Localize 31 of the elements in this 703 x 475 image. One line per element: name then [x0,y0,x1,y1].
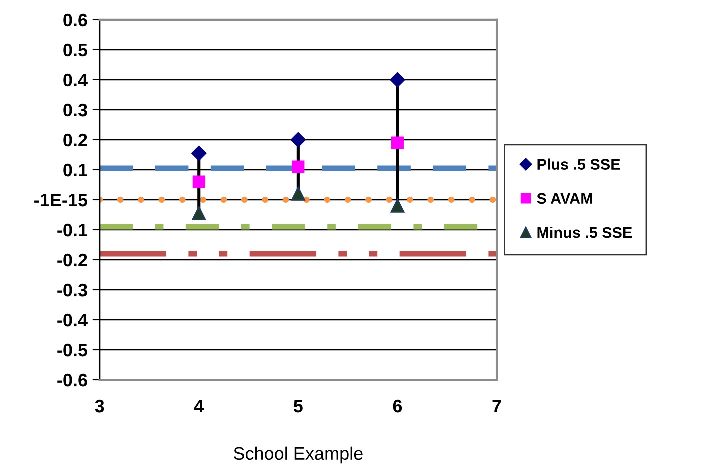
y-tick-label: 0.5 [64,44,88,57]
y-tick-label: -0.5 [58,344,88,357]
x-tick-label: 3 [95,400,104,413]
x-tick-label: 4 [194,400,204,413]
y-tick-label: -0.1 [58,224,88,237]
x-tick-label: 7 [492,400,502,413]
point [391,136,404,150]
point [192,206,206,220]
y-tick-label: -0.3 [58,284,88,297]
x-tick-label: 6 [393,400,402,413]
y-tick-label: 0.3 [64,104,88,117]
x-axis-title: School Example [234,446,363,464]
y-tick-label: 0.6 [64,14,88,27]
point [292,160,305,174]
y-tick-label: -1E-15 [34,194,88,207]
y-tick-label: -0.6 [58,374,88,387]
x-tick-label: 5 [294,400,303,413]
y-tick-label: -0.4 [58,314,88,327]
y-tick-label: -0.2 [58,254,88,267]
legend-label: S AVAM [537,193,592,204]
point [291,187,306,201]
point [290,132,306,148]
legend-label: Minus .5 SSE [538,226,632,238]
legend-label: Plus .5 SSE [538,158,620,170]
point [192,176,206,188]
y-tick-label: 0.4 [64,74,88,87]
y-tick-label: 0.2 [64,134,88,147]
point [390,72,406,88]
point [192,146,207,162]
y-tick-label: 0.1 [64,164,88,177]
point [390,199,405,213]
